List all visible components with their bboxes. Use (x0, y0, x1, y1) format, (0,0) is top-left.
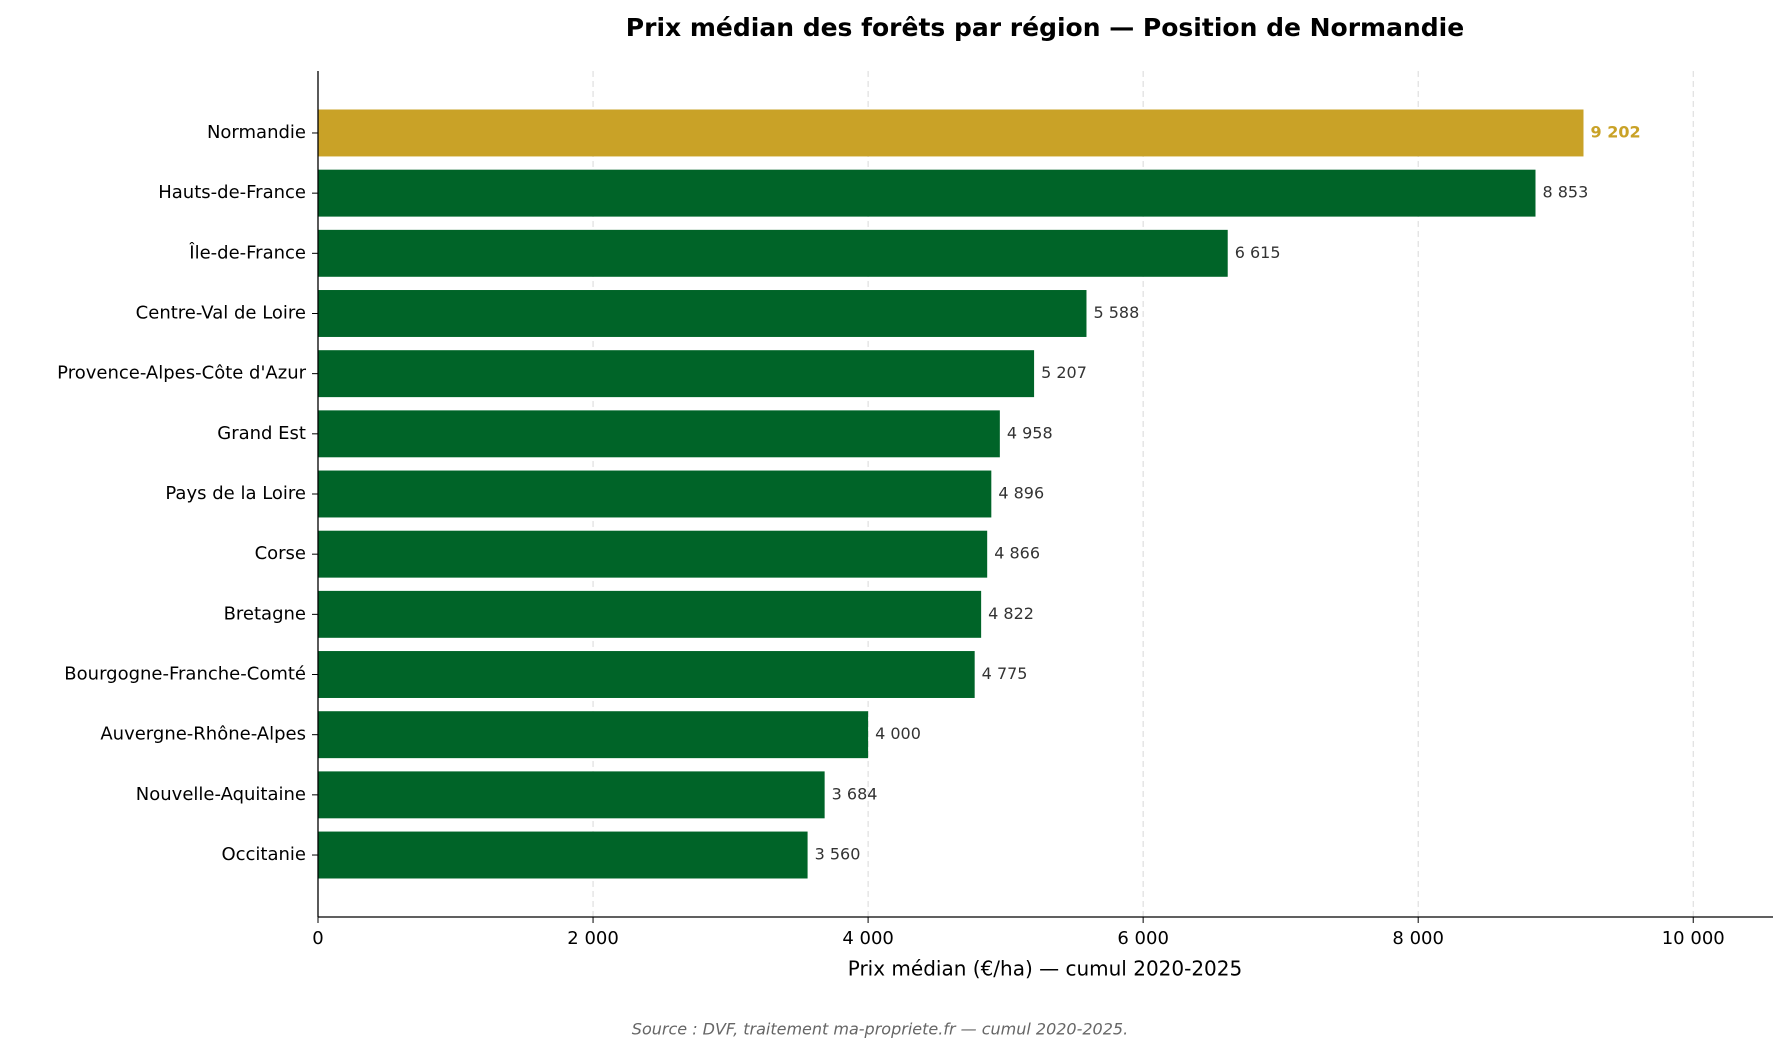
y-tick-label: Auvergne-Rhône-Alpes (100, 724, 306, 745)
value-label: 4 000 (875, 724, 921, 743)
value-label: 6 615 (1235, 243, 1281, 262)
bar (318, 590, 982, 638)
value-label: 3 684 (832, 784, 878, 803)
y-tick-label: Normandie (207, 122, 306, 143)
value-label: 4 775 (982, 664, 1028, 683)
y-tick-label: Provence-Alpes-Côte d'Azur (57, 363, 306, 384)
bar (318, 530, 988, 578)
y-tick-label: Pays de la Loire (165, 483, 306, 504)
chart-title: Prix médian des forêts par région — Posi… (626, 13, 1464, 42)
bar (318, 109, 1584, 157)
bar (318, 711, 869, 759)
bar (318, 290, 1087, 337)
bar (318, 651, 975, 698)
y-tick-label: Grand Est (217, 423, 306, 444)
x-tick-label: 4 000 (842, 928, 894, 949)
y-tick-label: Corse (255, 543, 306, 564)
y-tick-label: Bourgogne-Franche-Comté (64, 664, 306, 685)
value-label: 9 202 (1590, 122, 1640, 141)
bar (318, 831, 808, 879)
y-tick-label: Centre-Val de Loire (136, 302, 306, 323)
x-tick-label: 10 000 (1662, 928, 1725, 949)
x-axis-label: Prix médian (€/ha) — cumul 2020-2025 (848, 957, 1242, 981)
value-label: 4 958 (1007, 423, 1053, 442)
y-tick-label: Nouvelle-Aquitaine (136, 784, 306, 805)
y-tick-label: Hauts-de-France (158, 182, 306, 203)
y-tick-label: Occitanie (221, 844, 306, 865)
bar (318, 169, 1536, 217)
source-note: Source : DVF, traitement ma-propriete.fr… (632, 1020, 1128, 1039)
bar (318, 350, 1035, 398)
value-label: 8 853 (1542, 183, 1588, 202)
y-tick-label: Bretagne (224, 603, 306, 624)
value-label: 4 896 (998, 484, 1044, 503)
bar (318, 771, 825, 819)
bar (318, 470, 992, 518)
value-label: 4 866 (994, 544, 1040, 563)
bar (318, 229, 1228, 277)
bar (318, 410, 1000, 458)
x-tick-label: 6 000 (1117, 928, 1169, 949)
value-label: 5 207 (1041, 363, 1087, 382)
value-label: 5 588 (1093, 303, 1139, 322)
value-label: 3 560 (815, 845, 861, 864)
x-tick-label: 2 000 (567, 928, 619, 949)
value-label: 4 822 (988, 604, 1034, 623)
y-tick-label: Île-de-France (188, 241, 306, 263)
x-tick-label: 0 (312, 928, 323, 949)
x-tick-label: 8 000 (1392, 928, 1444, 949)
